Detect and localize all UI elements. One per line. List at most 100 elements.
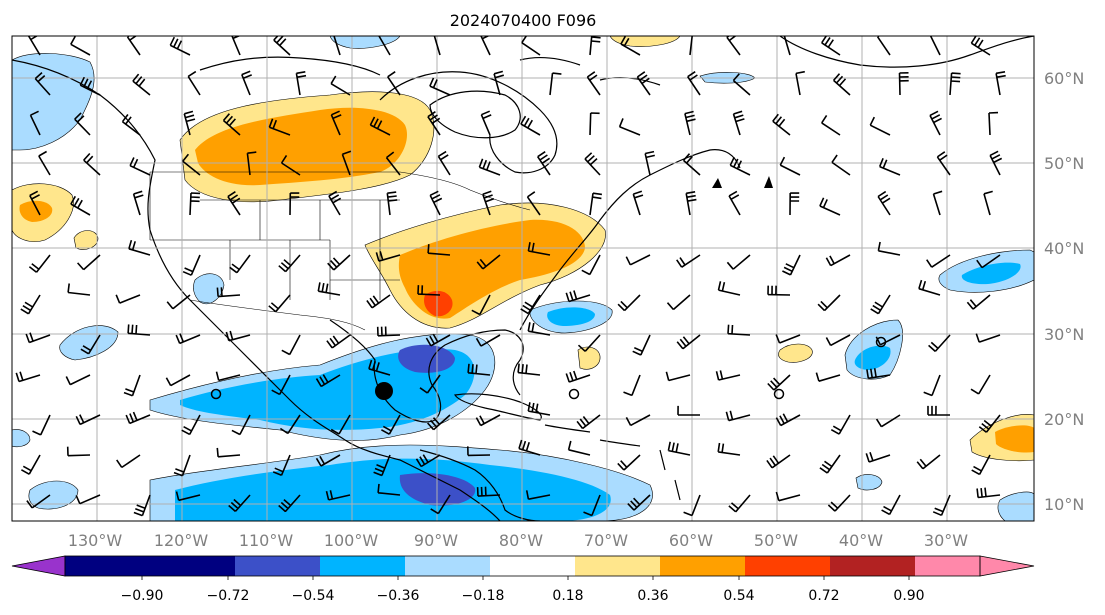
wind-barb [480,110,492,136]
colorbar-segment [490,556,575,576]
wind-barb [589,192,603,216]
wind-barb [971,454,991,476]
wind-barb [830,414,851,435]
wind-barb [525,490,551,500]
wind-barb [789,192,800,216]
wind-barb [385,151,401,176]
colorbar-frame [64,555,981,577]
wind-barb [271,374,291,396]
lon-label: 110°W [239,531,294,550]
wind-barb [577,334,601,352]
wind-barb [589,112,600,136]
wind-barb [775,491,801,502]
wind-barb [817,294,841,312]
colorbar-segment [320,556,405,576]
positive-anomaly-canada-core [195,107,408,186]
wind-barb [246,151,257,176]
wind-barb [581,254,601,276]
wind-barb [127,324,151,336]
wind-barb [929,36,941,56]
lon-label: 60°W [669,531,713,550]
wind-barb [216,447,241,458]
wind-barb [75,494,101,505]
wind-barb [375,251,401,262]
wind-barb [83,152,101,176]
wind-barb [983,190,993,216]
wind-barb [378,36,391,56]
wind-barb [586,71,601,96]
wind-barb [918,279,941,296]
positive-anomaly-small-3 [73,230,99,250]
wind-barb [427,111,441,136]
wind-barb [620,36,641,56]
colorbar-label: −0.72 [207,588,250,604]
lon-label: 80°W [499,531,543,550]
colorbar-label: 0.18 [552,588,583,604]
wind-barb [315,374,341,388]
lat-label: 20°N [1044,410,1084,429]
greenland-coast [779,36,1034,68]
wind-barb [667,441,691,456]
wind-barb [268,294,291,313]
wind-barb [527,402,551,416]
wind-barb [273,36,291,56]
wind-barb [518,439,541,456]
wind-barb [815,372,841,382]
colorbar-label: 0.36 [637,588,668,604]
wind-barb [133,494,151,517]
hudson-bay [429,90,521,139]
wind-barb [70,195,91,216]
colorbar-segment [65,556,150,576]
wind-barb [28,254,51,273]
wind-barb [415,454,441,468]
wind-barb [976,487,1001,499]
storm-center-large [375,382,393,400]
wind-barb [381,414,401,435]
colorbar-label: 0.54 [723,588,754,604]
wind-barb [377,483,401,496]
lat-label: 40°N [1044,239,1084,258]
wind-barb [32,414,51,436]
wind-barb [565,370,591,383]
wind-barb [949,72,961,96]
wind-barb [437,150,451,176]
wind-barb [317,282,341,296]
wind-barb [478,158,501,176]
wind-barb [366,294,391,309]
wind-barb [165,374,191,387]
positive-anomaly-eastatlantic-core [995,425,1034,453]
colorbar-segment [150,556,235,576]
wind-barb [132,73,151,96]
negative-anomaly-pacific-2 [193,273,225,305]
wind-barb [825,254,851,267]
wind-barb [623,374,641,397]
colorbar-extend-low [11,555,66,577]
wind-barb [715,370,741,381]
wind-barb [433,36,441,56]
wind-barb [475,414,501,427]
wind-barb [272,454,291,477]
wind-barb [898,72,909,96]
wind-barb [128,239,151,256]
wind-barb [65,374,91,386]
storm-center-open-2 [568,388,580,400]
wind-barb [665,371,691,382]
wind-barb [682,153,701,176]
wind-barb [115,294,141,304]
wind-barb [315,454,341,467]
negative-anomaly-carib-core [399,473,476,506]
negative-anomaly-west [12,429,31,448]
wind-barb [775,413,801,427]
wind-barb [978,414,1001,433]
wind-barb [676,254,701,268]
wind-barb [173,454,191,477]
wind-barb [75,414,101,426]
wind-barb [278,494,301,513]
wind-barb [67,283,91,296]
wind-barb [268,118,291,136]
wind-barb [216,287,241,298]
wind-barb [29,110,41,136]
wind-barb [280,154,301,176]
wind-barb [427,414,451,431]
